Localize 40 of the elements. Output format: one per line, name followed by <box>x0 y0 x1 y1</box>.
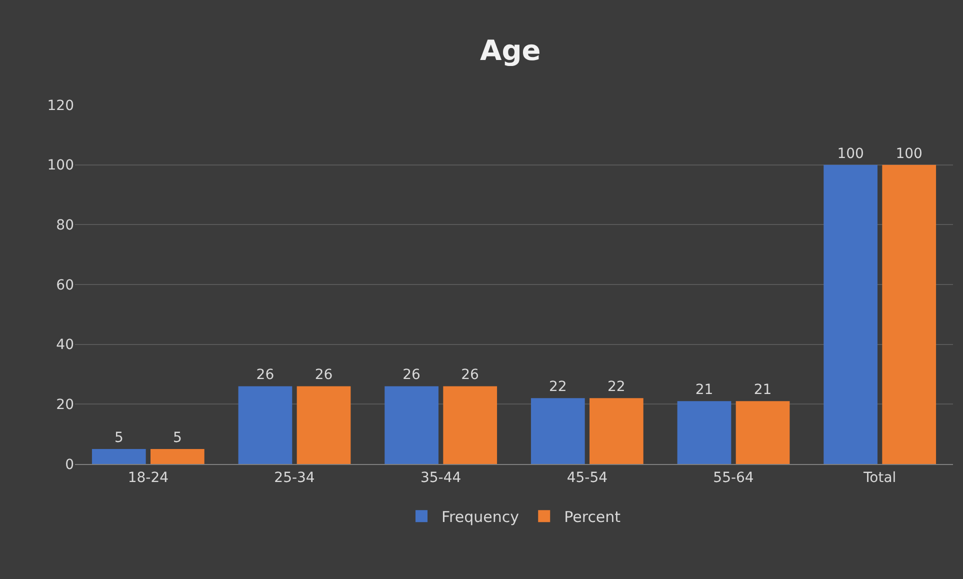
legend-label: Frequency <box>442 508 520 526</box>
data-label: 26 <box>314 367 333 384</box>
bar <box>296 386 351 464</box>
data-label: 26 <box>402 367 421 384</box>
data-label: 26 <box>256 367 274 384</box>
data-label: 21 <box>754 382 772 398</box>
data-label: 100 <box>837 146 864 162</box>
bar <box>92 449 146 464</box>
bar <box>736 401 790 464</box>
y-tick-label: 20 <box>56 397 74 414</box>
y-tick-label: 60 <box>56 277 74 294</box>
y-tick-label: 0 <box>65 456 74 473</box>
data-label: 22 <box>608 379 626 396</box>
data-label: 5 <box>114 430 124 446</box>
x-tick-label: 18-24 <box>128 470 169 486</box>
data-label: 26 <box>461 367 480 384</box>
y-tick-label: 100 <box>47 158 74 174</box>
data-label: 100 <box>896 146 922 162</box>
bar <box>824 164 878 464</box>
data-label: 5 <box>172 430 182 446</box>
data-label: 21 <box>695 382 714 398</box>
legend-label: Percent <box>564 508 621 526</box>
bar <box>384 386 438 464</box>
x-tick-label: 25-34 <box>274 470 315 486</box>
x-tick-label: 45-54 <box>566 470 608 486</box>
bar <box>238 386 292 464</box>
y-tick-label: 80 <box>56 218 74 234</box>
y-tick-label: 120 <box>47 98 74 114</box>
x-tick-label: Total <box>862 470 896 486</box>
x-tick-label: 55-64 <box>713 470 754 486</box>
bar <box>443 386 498 464</box>
bar <box>677 401 732 464</box>
bar <box>150 449 204 464</box>
bar <box>530 398 585 464</box>
data-label: 22 <box>548 379 567 396</box>
bar <box>882 164 936 464</box>
x-tick-label: 35-44 <box>420 470 462 486</box>
bar <box>590 398 644 464</box>
chart-title: Age <box>480 34 541 68</box>
y-tick-label: 40 <box>56 337 74 354</box>
